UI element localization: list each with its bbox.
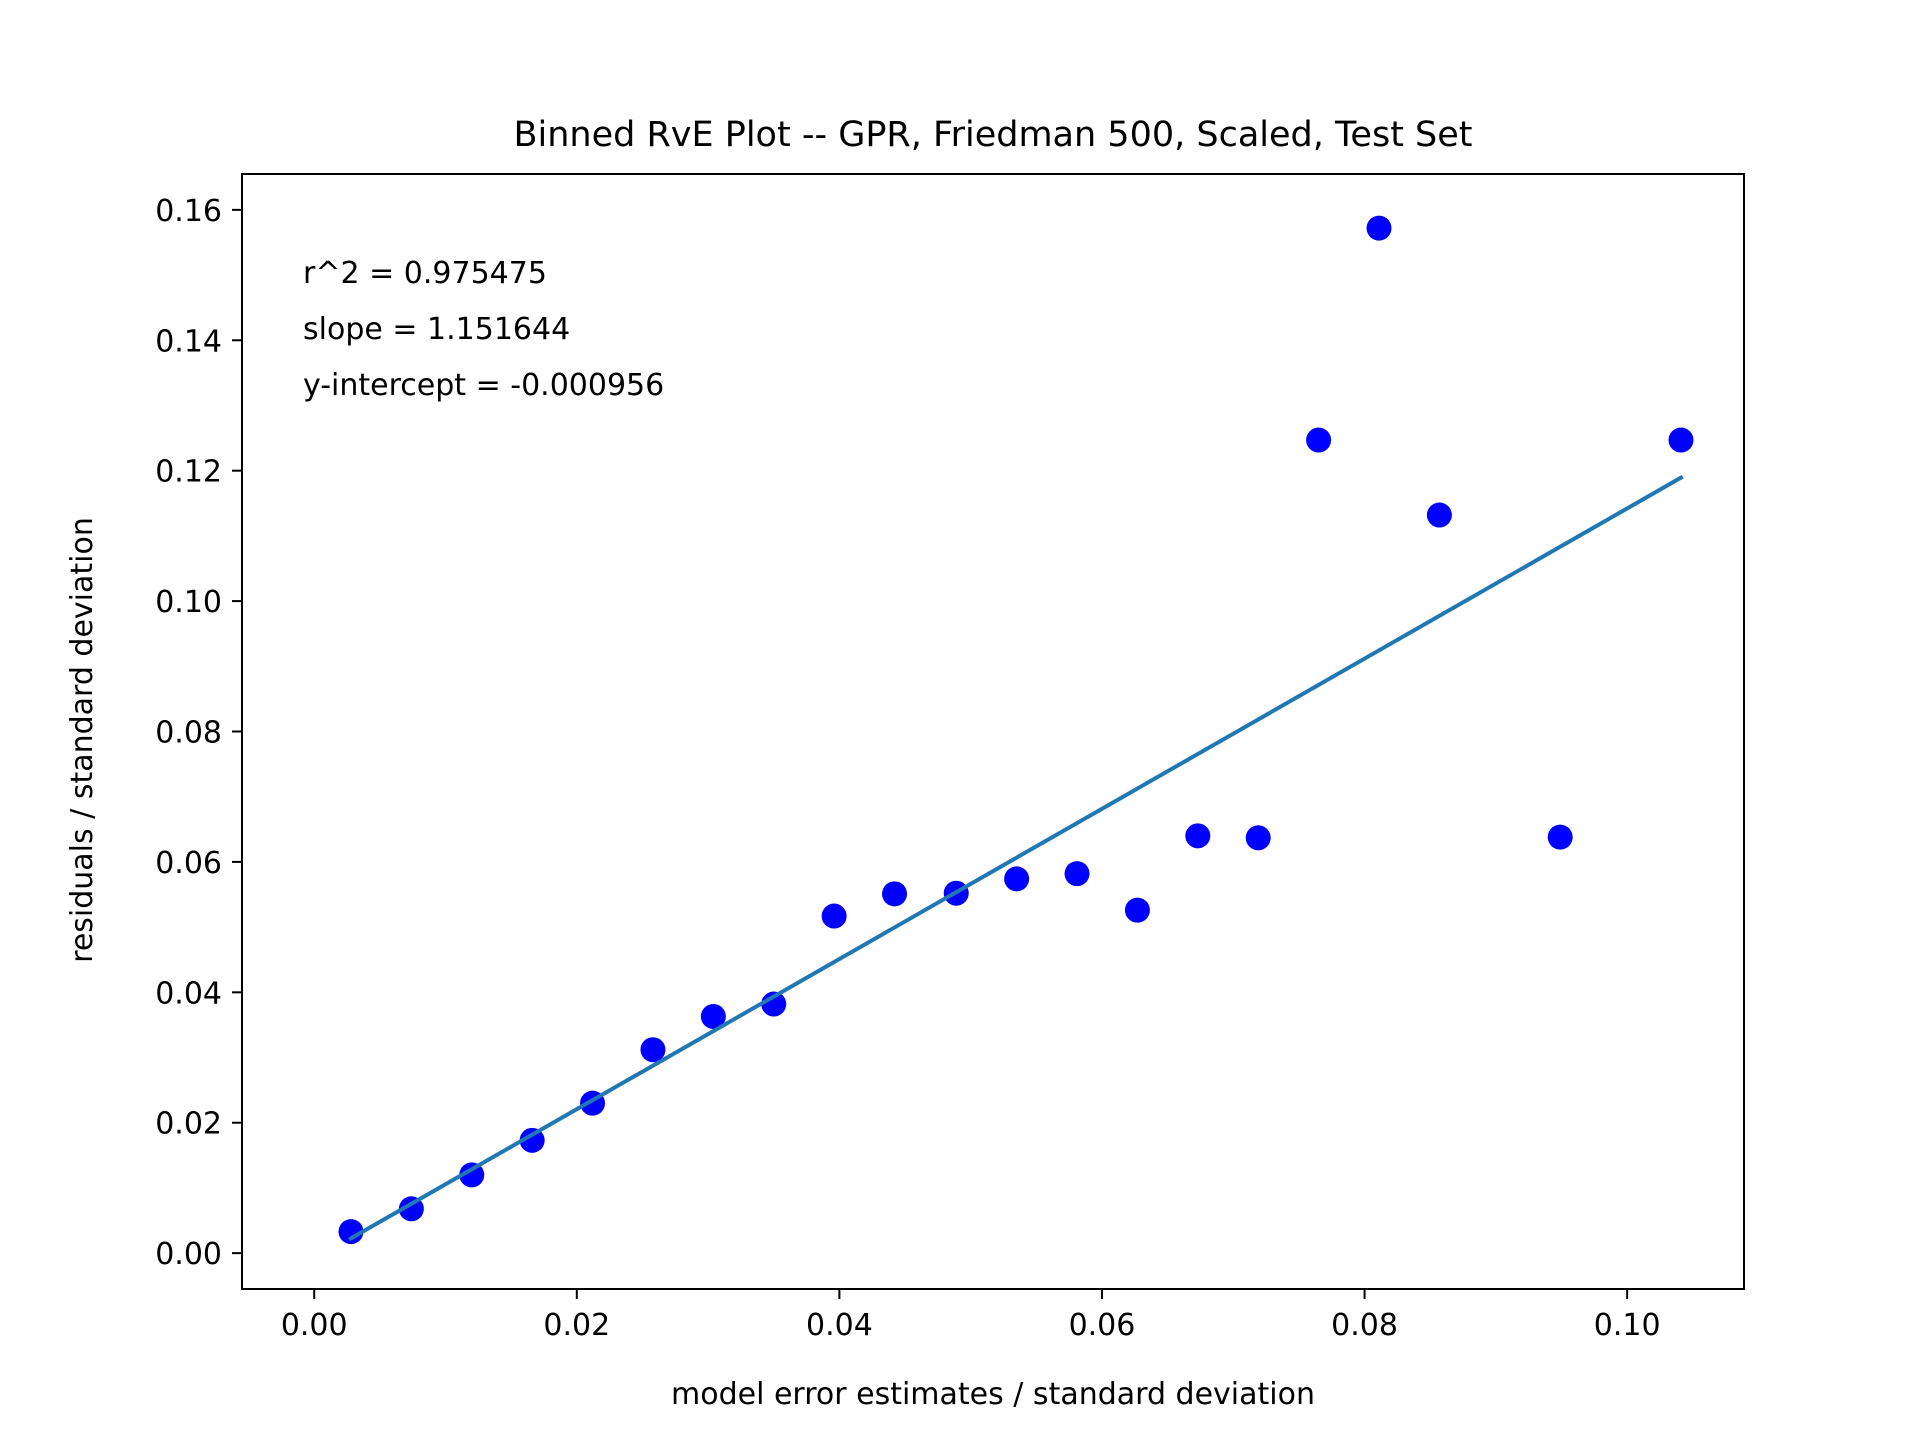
data-point: [761, 991, 787, 1017]
y-axis: 0.00 0.02 0.04 0.06 0.08 0.10 0.12 0.14 0.16: [155, 194, 242, 1272]
data-point: [338, 1219, 364, 1245]
data-point: [821, 903, 847, 929]
data-point: [1245, 825, 1271, 851]
x-tick-label: 0.06: [1069, 1308, 1136, 1343]
x-tick-label: 0.02: [543, 1308, 610, 1343]
x-tick-label: 0.10: [1594, 1308, 1661, 1343]
x-axis-label: model error estimates / standard deviati…: [671, 1377, 1315, 1412]
data-point: [1064, 861, 1090, 887]
y-tick-label: 0.16: [155, 194, 222, 229]
data-point: [1124, 897, 1150, 923]
y-axis-label: residuals / standard deviation: [65, 517, 100, 963]
y-tick-label: 0.06: [155, 846, 222, 881]
data-point: [700, 1003, 726, 1029]
y-tick-label: 0.04: [155, 976, 222, 1011]
y-tick-label: 0.00: [155, 1237, 222, 1272]
stats-annotation-line: slope = 1.151644: [303, 312, 570, 347]
plot-frame: [241, 173, 1745, 1290]
data-point: [1004, 866, 1030, 892]
data-point: [1426, 502, 1452, 528]
chart-title: Binned RvE Plot -- GPR, Friedman 500, Sc…: [513, 115, 1472, 155]
y-tick-label: 0.10: [155, 585, 222, 620]
plot-area: [338, 215, 1694, 1245]
data-point: [1366, 215, 1392, 241]
y-tick-label: 0.12: [155, 455, 222, 490]
data-point: [1306, 427, 1332, 453]
x-tick-label: 0.08: [1331, 1308, 1398, 1343]
fit-line: [348, 474, 1684, 1242]
data-point: [459, 1162, 485, 1188]
stats-annotation-line: r^2 = 0.975475: [303, 256, 547, 291]
x-tick-label: 0.00: [281, 1308, 348, 1343]
y-tick-label: 0.02: [155, 1107, 222, 1142]
data-point: [398, 1196, 424, 1222]
data-point: [1547, 824, 1573, 850]
data-point: [882, 881, 908, 907]
data-point: [1668, 427, 1694, 453]
x-tick-label: 0.04: [806, 1308, 873, 1343]
stats-annotations: r^2 = 0.975475 slope = 1.151644 y-intercep…: [303, 256, 664, 403]
y-tick-label: 0.14: [155, 324, 222, 359]
stats-annotation-line: y-intercept = -0.000956: [303, 368, 664, 403]
data-point: [1185, 823, 1211, 849]
y-tick-label: 0.08: [155, 716, 222, 751]
data-point: [640, 1037, 666, 1063]
data-point: [519, 1127, 545, 1153]
x-axis: 0.00 0.02 0.04 0.06 0.08 0.10: [281, 1289, 1661, 1343]
